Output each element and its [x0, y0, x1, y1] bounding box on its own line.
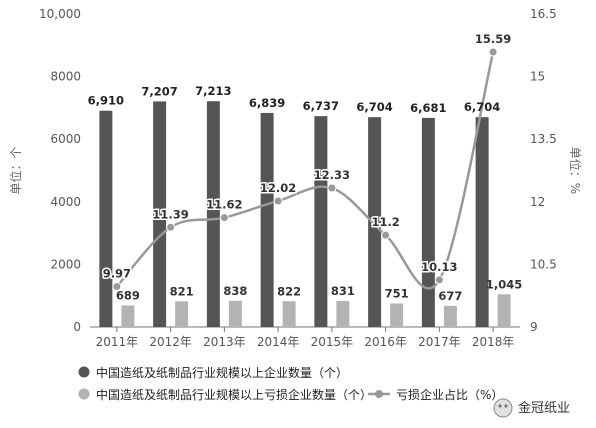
bar-loss-label: 751 — [385, 286, 409, 300]
loss-ratio-point — [273, 196, 283, 206]
watermark: 金冠纸业 — [493, 398, 570, 418]
y-left-tick-label: 0 — [73, 320, 81, 334]
bar-total-enterprises — [99, 110, 113, 327]
bar-loss-enterprises — [228, 300, 242, 327]
y-right-tick-label: 12 — [530, 195, 545, 209]
wechat-icon — [493, 398, 513, 418]
loss-ratio-point — [434, 275, 444, 285]
bar-total-label: 7,213 — [195, 84, 231, 98]
bar-loss-label: 1,045 — [486, 277, 522, 291]
bar-total-enterprises — [153, 101, 167, 327]
x-axis-tick-label: 2018年 — [472, 335, 515, 349]
bar-total-enterprises — [314, 116, 328, 327]
bar-loss-enterprises — [175, 301, 189, 327]
loss-ratio-label: 10.13 — [421, 260, 457, 274]
y-right-tick-label: 16.5 — [530, 7, 557, 21]
bar-loss-label: 838 — [223, 284, 247, 298]
loss-ratio-point — [166, 222, 176, 232]
loss-ratio-label: 11.62 — [206, 198, 242, 212]
watermark-text: 金冠纸业 — [518, 400, 570, 416]
loss-ratio-point — [219, 213, 229, 223]
bar-loss-enterprises — [336, 300, 350, 327]
x-axis-tick-label: 2016年 — [364, 335, 407, 349]
bar-loss-label: 689 — [116, 288, 140, 302]
x-axis-tick-label: 2017年 — [418, 335, 461, 349]
loss-ratio-label: 9.97 — [103, 267, 131, 281]
loss-ratio-label: 11.39 — [152, 207, 188, 221]
y-left-tick-label: 8000 — [50, 70, 81, 84]
y-right-tick-label: 9 — [530, 320, 538, 334]
y-right-axis-title: 单位：% — [568, 147, 583, 194]
y-right-tick-label: 10.5 — [530, 257, 557, 271]
loss-ratio-label: 12.33 — [314, 168, 350, 182]
y-left-tick-label: 10,000 — [39, 7, 81, 21]
bar-total-enterprises — [368, 117, 382, 328]
loss-ratio-point — [381, 230, 391, 240]
bar-loss-label: 831 — [331, 284, 355, 298]
y-left-tick-label: 4000 — [50, 195, 81, 209]
bar-loss-enterprises — [443, 305, 457, 327]
labels-layer: 6,910 7,207 7,213 6,839 6,737 6,704 6,681 6,704… — [88, 30, 523, 303]
bar-total-enterprises — [475, 117, 489, 328]
bar-total-label: 7,207 — [141, 84, 177, 98]
bar-total-label: 6,681 — [410, 101, 446, 115]
bar-total-enterprises — [421, 117, 435, 327]
bar-loss-enterprises — [497, 294, 511, 327]
bar-loss-label: 677 — [438, 289, 462, 303]
legend-marker-total — [78, 366, 90, 378]
y-right-tick-label: 15 — [530, 70, 545, 84]
bar-loss-label: 822 — [277, 284, 301, 298]
y-right-tick-label: 13.5 — [530, 132, 557, 146]
bar-loss-enterprises — [121, 305, 135, 327]
y-left-tick-label: 2000 — [50, 257, 81, 271]
bar-total-enterprises — [206, 101, 220, 328]
loss-ratio-label: 12.02 — [260, 181, 296, 195]
loss-ratio-label: 11.2 — [371, 215, 399, 229]
bar-loss-enterprises — [282, 301, 296, 327]
axes-layer: 0 2000 4000 6000 8000 10,000 9 10.5 12 13.5 15 16.5… — [8, 7, 583, 349]
legend-marker-ratio — [375, 390, 383, 398]
loss-ratio-point — [488, 47, 498, 57]
wechat-icon-eye-left — [498, 404, 502, 408]
bar-total-label: 6,910 — [88, 94, 124, 108]
bar-loss-label: 821 — [170, 284, 194, 298]
loss-ratio-point — [327, 183, 337, 193]
bar-total-label: 6,839 — [249, 96, 285, 110]
x-axis-tick-label: 2012年 — [149, 335, 192, 349]
legend-label-ratio: 亏损企业占比（%） — [396, 387, 503, 402]
loss-ratio-point — [112, 282, 122, 292]
wechat-icon-eye-right — [504, 404, 508, 408]
bar-total-enterprises — [260, 112, 274, 327]
x-axis-tick-label: 2014年 — [257, 335, 300, 349]
bar-total-label: 6,737 — [303, 99, 339, 113]
x-axis-tick-label: 2011年 — [96, 335, 139, 349]
y-left-tick-label: 6000 — [50, 132, 81, 146]
loss-ratio-label: 15.59 — [475, 32, 511, 46]
bar-loss-enterprises — [390, 303, 404, 327]
bars-layer — [99, 101, 511, 328]
x-axis-tick-label: 2013年 — [203, 335, 246, 349]
legend-label-total: 中国造纸及纸制品行业规模以上企业数量（个） — [96, 365, 348, 380]
line-layer — [112, 47, 498, 292]
y-left-axis-title: 单位：个 — [8, 146, 23, 194]
bar-total-label: 6,704 — [356, 100, 392, 114]
legend-marker-loss — [78, 388, 90, 400]
x-axis-tick-label: 2015年 — [311, 335, 354, 349]
bar-total-label: 6,704 — [464, 100, 500, 114]
legend: 中国造纸及纸制品行业规模以上企业数量（个） 中国造纸及纸制品行业规模以上亏损企业数… — [78, 365, 503, 402]
legend-label-loss: 中国造纸及纸制品行业规模以上亏损企业数量（个） — [96, 387, 372, 402]
